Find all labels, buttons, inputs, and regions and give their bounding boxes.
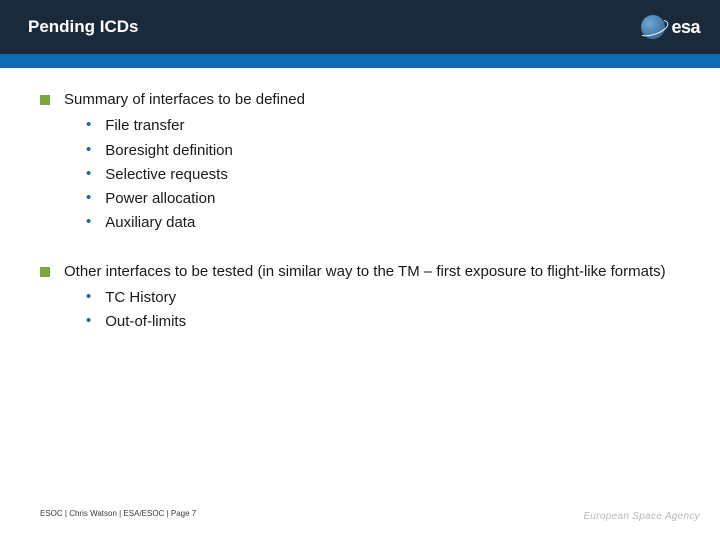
list-item: • Auxiliary data — [86, 213, 680, 233]
dot-bullet-icon: • — [86, 288, 91, 306]
list-item: • TC History — [86, 288, 680, 308]
square-bullet-icon — [40, 95, 50, 105]
list-item: • Boresight definition — [86, 141, 680, 161]
section: Other interfaces to be tested (in simila… — [40, 262, 680, 333]
slide-content: Summary of interfaces to be defined • Fi… — [0, 68, 720, 332]
header-bar: Pending ICDs esa — [0, 0, 720, 54]
section-title: Summary of interfaces to be defined — [64, 90, 305, 110]
header-accent-bar — [0, 54, 720, 68]
square-bullet-icon — [40, 267, 50, 277]
dot-bullet-icon: • — [86, 165, 91, 183]
list-item-text: File transfer — [105, 116, 184, 136]
esa-logo: esa — [641, 15, 700, 39]
list-item-text: Out-of-limits — [105, 312, 186, 332]
section: Summary of interfaces to be defined • Fi… — [40, 90, 680, 234]
list-item: • File transfer — [86, 116, 680, 136]
list-item: • Out-of-limits — [86, 312, 680, 332]
slide-title: Pending ICDs — [28, 17, 139, 37]
section-title: Other interfaces to be tested (in simila… — [64, 262, 666, 282]
dot-bullet-icon: • — [86, 116, 91, 134]
dot-bullet-icon: • — [86, 213, 91, 231]
dot-bullet-icon: • — [86, 312, 91, 330]
list-item-text: Boresight definition — [105, 141, 233, 161]
esa-logo-text: esa — [671, 17, 700, 38]
list-item-text: Auxiliary data — [105, 213, 195, 233]
footer-left: ESOC | Chris Watson | ESA/ESOC | Page 7 — [40, 509, 196, 518]
list-item: • Selective requests — [86, 165, 680, 185]
list-item: • Power allocation — [86, 189, 680, 209]
sub-list: • File transfer • Boresight definition •… — [86, 116, 680, 233]
dot-bullet-icon: • — [86, 189, 91, 207]
list-item-text: Selective requests — [105, 165, 228, 185]
dot-bullet-icon: • — [86, 141, 91, 159]
sub-list: • TC History • Out-of-limits — [86, 288, 680, 333]
section-head: Other interfaces to be tested (in simila… — [40, 262, 680, 282]
list-item-text: Power allocation — [105, 189, 215, 209]
section-head: Summary of interfaces to be defined — [40, 90, 680, 110]
footer-right: European Space Agency — [583, 511, 700, 522]
list-item-text: TC History — [105, 288, 176, 308]
esa-globe-icon — [641, 15, 665, 39]
